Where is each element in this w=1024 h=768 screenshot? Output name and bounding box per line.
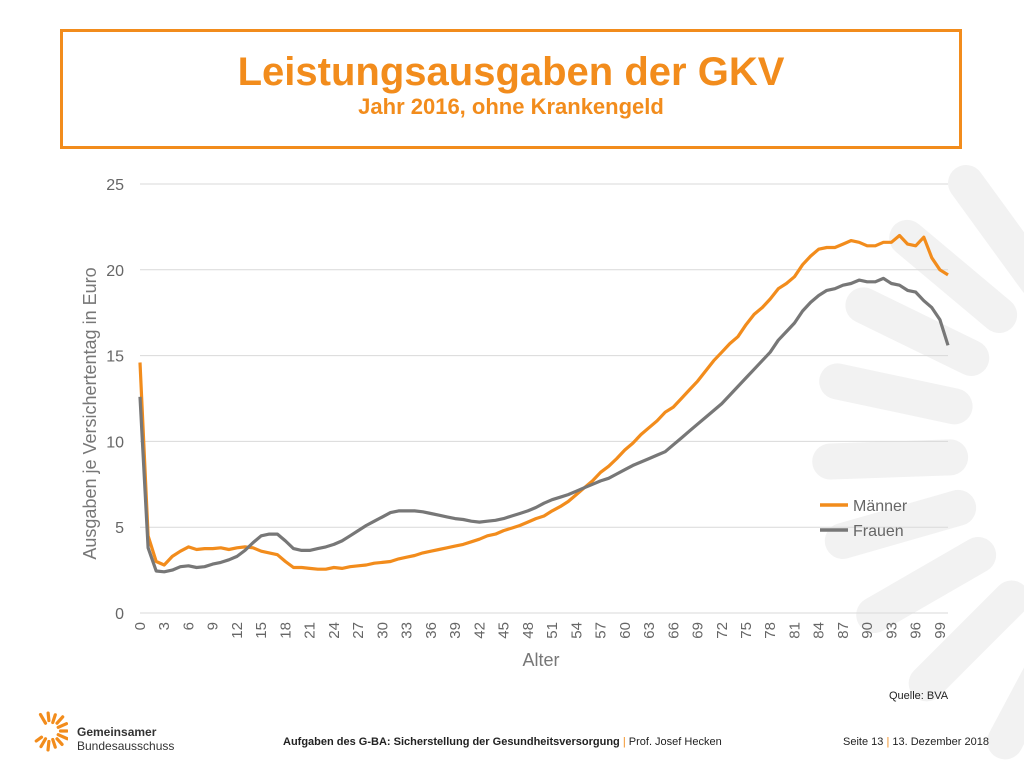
x-tick-label: 78 <box>762 622 779 639</box>
x-tick-label: 93 <box>883 622 900 639</box>
sun-rays-logo-icon <box>34 711 68 752</box>
decorative-ray <box>987 667 1024 760</box>
decorative-ray <box>948 165 1024 293</box>
x-tick-label: 84 <box>811 622 828 639</box>
org-name-line2: Bundesausschuss <box>77 739 175 753</box>
logo-ray <box>46 711 51 723</box>
x-tick-label: 0 <box>132 622 149 630</box>
footer-separator: | <box>622 736 626 748</box>
slide-title: Leistungsausgaben der GKV <box>237 50 785 94</box>
x-tick-label: 39 <box>447 622 464 639</box>
x-tick-label: 24 <box>326 622 343 639</box>
x-tick-label: 63 <box>641 622 658 639</box>
decorative-ray <box>812 439 969 480</box>
logo-ray <box>46 739 51 752</box>
org-logo-text: Gemeinsamer Bundesausschuss <box>77 725 174 753</box>
page-separator: | <box>886 736 890 748</box>
x-tick-label: 99 <box>932 622 949 639</box>
legend-label: Frauen <box>853 523 904 540</box>
decorative-ray <box>824 489 977 559</box>
series-line-maenner <box>138 233 949 571</box>
logo-ray <box>51 713 57 725</box>
x-tick-label: 21 <box>302 622 319 639</box>
decorative-ray <box>856 537 997 633</box>
logo-ray <box>56 733 68 741</box>
title-box: Leistungsausgaben der GKV Jahr 2016, ohn… <box>60 29 962 149</box>
x-tick-label: 15 <box>253 622 270 639</box>
x-tick-label: 90 <box>859 622 876 639</box>
y-tick-label: 20 <box>106 263 124 280</box>
x-tick-label: 27 <box>350 622 367 639</box>
series-line-frauen <box>138 276 950 574</box>
footer-page-info: Seite 13 | 13. Dezember 2018 <box>843 736 989 748</box>
x-tick-label: 36 <box>423 622 440 639</box>
logo-ray <box>55 737 64 746</box>
x-tick-label: 9 <box>205 622 222 630</box>
x-tick-label: 30 <box>374 622 391 639</box>
x-tick-label: 45 <box>496 622 513 639</box>
footer-presentation-info: Aufgaben des G-BA: Sicherstellung der Ge… <box>283 736 722 748</box>
decorative-ray <box>845 287 990 376</box>
decorative-ray <box>889 219 1018 334</box>
x-tick-label: 96 <box>908 622 925 639</box>
x-tick-label: 54 <box>568 622 585 639</box>
x-tick-label: 3 <box>156 622 173 630</box>
x-tick-label: 33 <box>399 622 416 639</box>
y-tick-label: 10 <box>106 434 124 451</box>
x-tick-label: 66 <box>665 622 682 639</box>
decorative-ray <box>908 580 1024 702</box>
x-tick-label: 12 <box>229 622 246 639</box>
logo-ray <box>38 712 48 725</box>
x-axis-title: Alter <box>522 650 559 670</box>
footer-topic: Aufgaben des G-BA: Sicherstellung der Ge… <box>283 736 620 748</box>
x-tick-label: 87 <box>835 622 852 639</box>
x-tick-label: 51 <box>544 622 561 639</box>
x-tick-label: 42 <box>471 622 488 639</box>
source-note: Quelle: BVA <box>889 690 949 702</box>
x-tick-label: 60 <box>617 622 634 639</box>
logo-ray <box>34 735 44 743</box>
logo-ray <box>51 737 57 749</box>
x-tick-label: 57 <box>593 622 610 639</box>
x-tick-label: 72 <box>714 622 731 639</box>
slide-subtitle: Jahr 2016, ohne Krankengeld <box>358 94 664 119</box>
y-axis-title: Ausgaben je Versichertentag in Euro <box>80 267 100 559</box>
x-tick-label: 6 <box>180 622 197 630</box>
logo-ray <box>56 722 68 729</box>
x-tick-label: 69 <box>690 622 707 639</box>
footer-author: Prof. Josef Hecken <box>628 736 722 748</box>
x-tick-label: 75 <box>738 622 755 639</box>
y-tick-label: 25 <box>106 177 124 194</box>
legend-label: Männer <box>853 498 908 515</box>
x-tick-label: 18 <box>277 622 294 639</box>
x-tick-label: 48 <box>520 622 537 639</box>
page-number: Seite 13 <box>843 736 884 748</box>
decorative-ray <box>819 363 973 425</box>
presentation-date: 13. Dezember 2018 <box>892 736 989 748</box>
y-tick-label: 5 <box>115 520 124 537</box>
logo-ray <box>55 715 65 725</box>
org-name-line1: Gemeinsamer <box>77 725 157 739</box>
y-tick-label: 15 <box>106 349 124 366</box>
x-tick-label: 81 <box>786 622 803 639</box>
logo-ray <box>39 737 48 749</box>
y-tick-label: 0 <box>115 606 124 623</box>
